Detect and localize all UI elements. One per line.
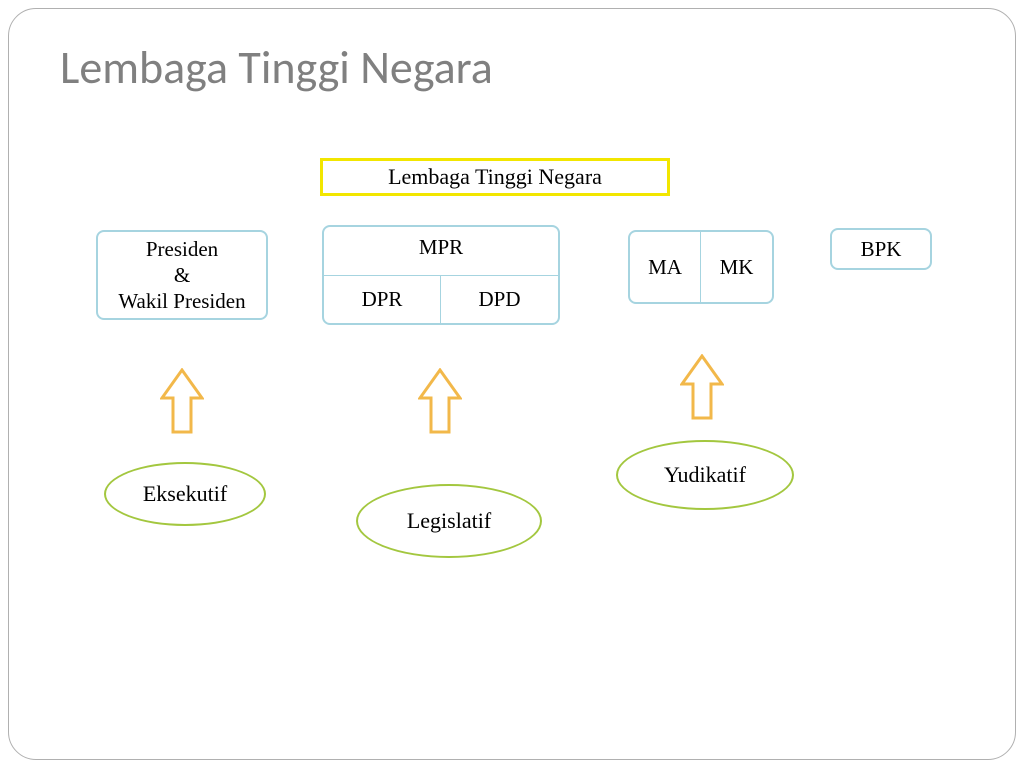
dpr-cell: DPR bbox=[324, 275, 441, 323]
top-banner-label: Lembaga Tinggi Negara bbox=[388, 164, 602, 190]
bpk-label: BPK bbox=[861, 237, 902, 262]
up-arrow-icon bbox=[160, 368, 204, 436]
page-title: Lembaga Tinggi Negara bbox=[60, 40, 493, 96]
node-bpk: BPK bbox=[830, 228, 932, 270]
dpr-label: DPR bbox=[362, 287, 403, 312]
node-presiden: Presiden & Wakil Presiden bbox=[96, 230, 268, 320]
up-arrow-icon bbox=[418, 368, 462, 436]
up-arrow-icon bbox=[680, 354, 724, 422]
presiden-line-2: & bbox=[174, 262, 190, 288]
ellipse-label: Legislatif bbox=[407, 508, 491, 534]
mk-label: MK bbox=[720, 255, 754, 280]
node-mpr-group: MPR DPR DPD bbox=[322, 225, 560, 325]
dpd-cell: DPD bbox=[441, 275, 558, 323]
mk-cell: MK bbox=[701, 232, 772, 302]
mpr-label: MPR bbox=[324, 235, 558, 260]
ellipse-yudikatif: Yudikatif bbox=[616, 440, 794, 510]
presiden-line-3: Wakil Presiden bbox=[118, 288, 245, 314]
ellipse-label: Yudikatif bbox=[664, 462, 746, 488]
node-judicial-group: MA MK bbox=[628, 230, 774, 304]
ellipse-eksekutif: Eksekutif bbox=[104, 462, 266, 526]
ma-cell: MA bbox=[630, 232, 701, 302]
top-banner-box: Lembaga Tinggi Negara bbox=[320, 158, 670, 196]
ellipse-legislatif: Legislatif bbox=[356, 484, 542, 558]
ma-label: MA bbox=[648, 255, 682, 280]
ellipse-label: Eksekutif bbox=[143, 481, 227, 507]
dpd-label: DPD bbox=[478, 287, 520, 312]
presiden-line-1: Presiden bbox=[146, 236, 218, 262]
